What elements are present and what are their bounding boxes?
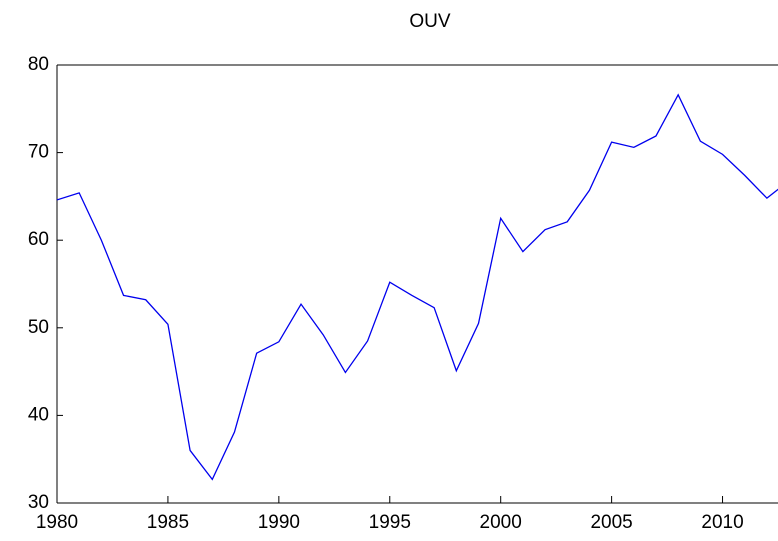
x-tick-label: 1980 [36,512,78,533]
x-tick-label: 2005 [590,512,632,533]
x-tick-label: 1995 [369,512,411,533]
x-tick-label: 2000 [480,512,522,533]
y-tick-label: 30 [28,492,49,513]
chart-title: OUV [409,11,451,32]
line-series [57,93,778,481]
y-tick-label: 70 [28,142,49,163]
x-tick-label: 2010 [701,512,743,533]
y-tick-label: 40 [28,404,49,425]
y-tick-label: 50 [28,317,49,338]
y-tick-label: 80 [28,54,49,75]
x-tick-label: 1985 [147,512,189,533]
x-tick-label: 1990 [258,512,300,533]
y-tick-label: 60 [28,229,49,250]
